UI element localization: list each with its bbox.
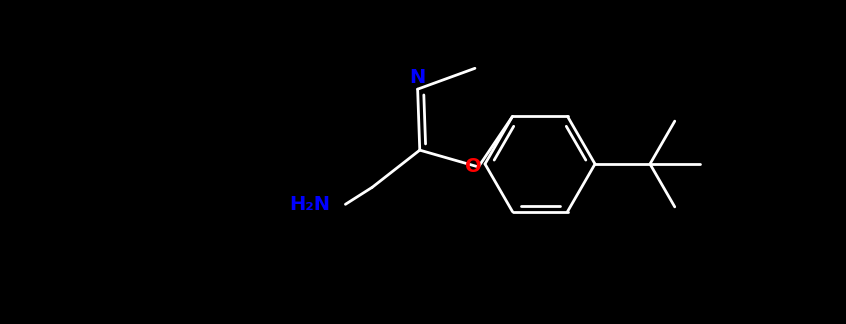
- Text: N: N: [409, 68, 426, 87]
- Text: O: O: [465, 157, 481, 177]
- Text: H₂N: H₂N: [289, 195, 331, 214]
